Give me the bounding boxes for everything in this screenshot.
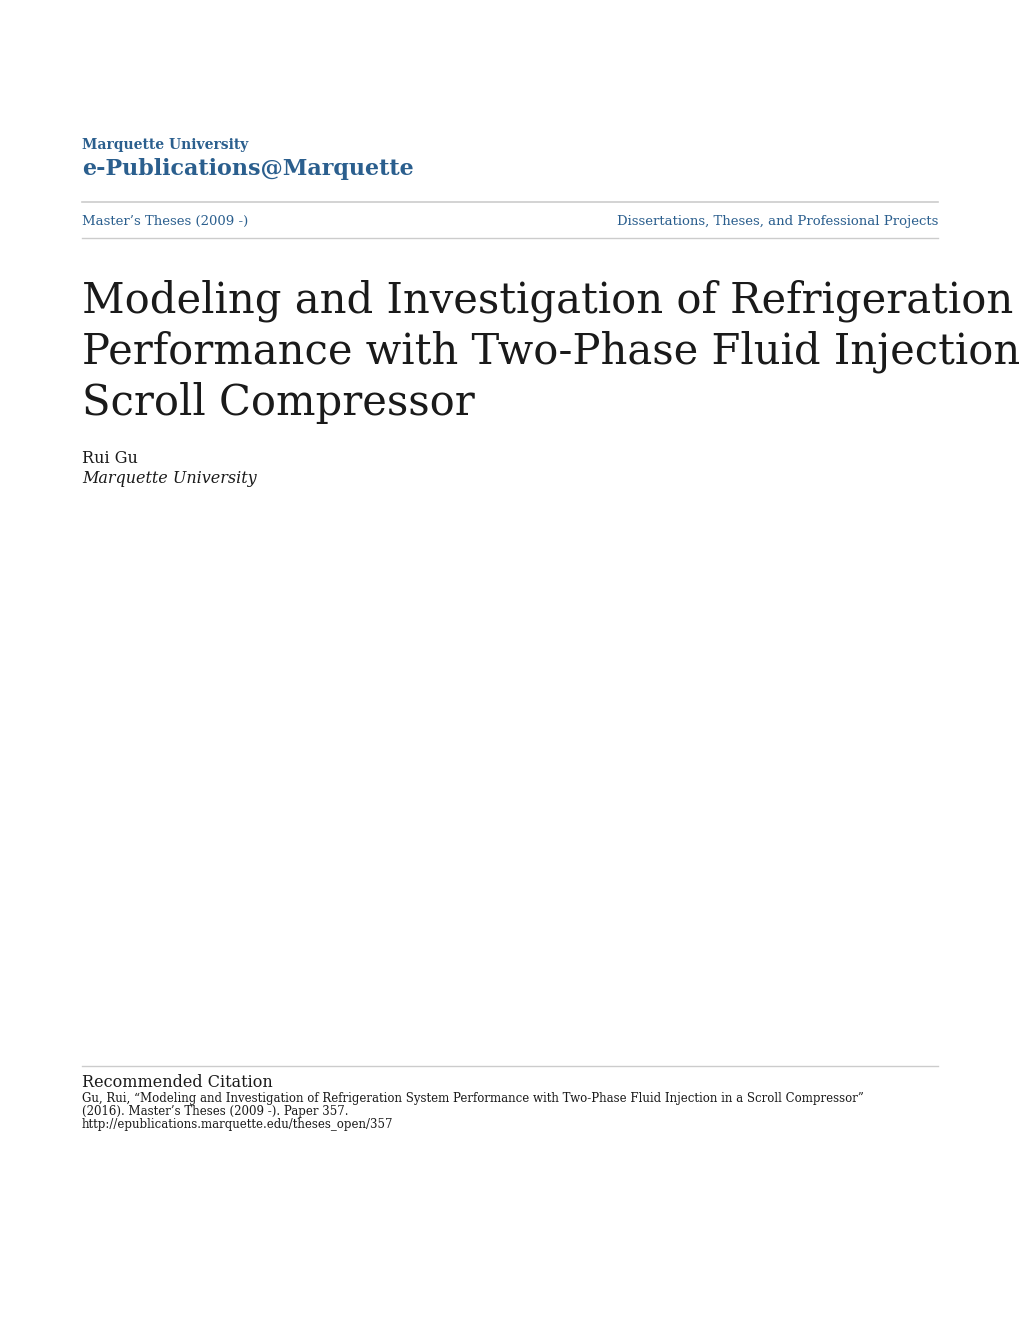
Text: http://epublications.marquette.edu/theses_open/357: http://epublications.marquette.edu/these…: [82, 1118, 393, 1131]
Text: (2016). Master’s Theses (2009 -). Paper 357.: (2016). Master’s Theses (2009 -). Paper …: [82, 1105, 348, 1118]
Text: Recommended Citation: Recommended Citation: [82, 1074, 272, 1092]
Text: Rui Gu: Rui Gu: [82, 450, 138, 467]
Text: Modeling and Investigation of Refrigeration System
Performance with Two-Phase Fl: Modeling and Investigation of Refrigerat…: [82, 280, 1019, 424]
Text: Marquette University: Marquette University: [82, 470, 257, 487]
Text: Master’s Theses (2009 -): Master’s Theses (2009 -): [82, 215, 248, 228]
Text: Dissertations, Theses, and Professional Projects: Dissertations, Theses, and Professional …: [616, 215, 937, 228]
Text: Marquette University: Marquette University: [82, 139, 249, 152]
Text: Gu, Rui, “Modeling and Investigation of Refrigeration System Performance with Tw: Gu, Rui, “Modeling and Investigation of …: [82, 1092, 863, 1105]
Text: e-Publications@Marquette: e-Publications@Marquette: [82, 158, 414, 180]
